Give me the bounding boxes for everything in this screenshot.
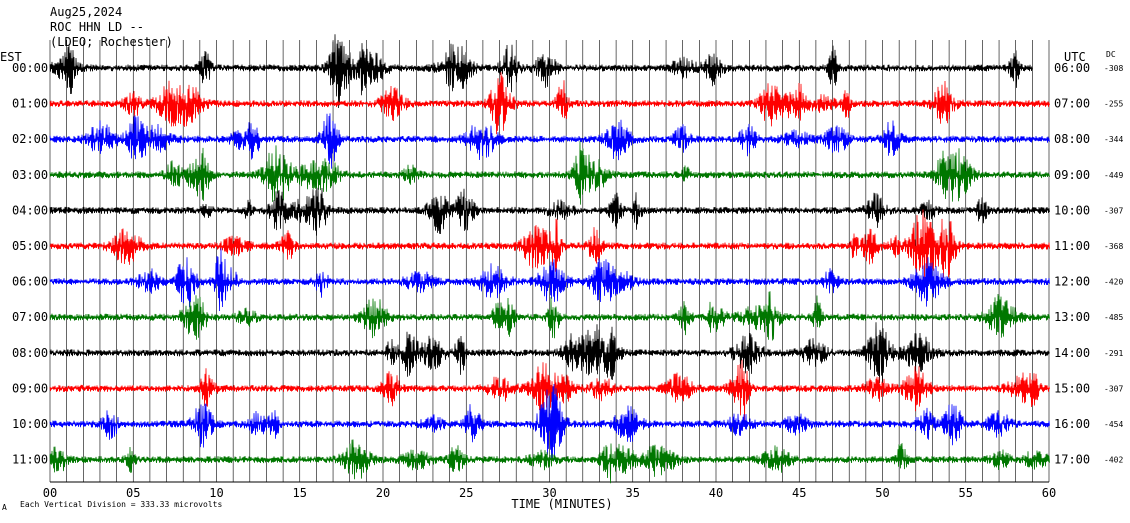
trace-line [49, 187, 1050, 236]
x-tick-label: 30 [542, 486, 556, 500]
utc-hour-label: 16:00 [1054, 417, 1090, 431]
trace-line [49, 439, 1050, 484]
row-labels: 00:00 06:00 -308 01:00 07:00 -255 02:00 08:00 -3… [12, 61, 1123, 467]
dc-offset-label: -420 [1104, 278, 1123, 287]
trace-line [49, 72, 1050, 135]
x-tick-label: 55 [959, 486, 973, 500]
est-hour-label: 02:00 [12, 132, 48, 146]
dc-offset-label: -368 [1104, 242, 1123, 251]
trace-line [49, 113, 1050, 169]
x-tick-label: 50 [875, 486, 889, 500]
dc-offset-label: -291 [1104, 349, 1123, 358]
dc-offset-label: -449 [1104, 171, 1123, 180]
est-hour-label: 03:00 [12, 168, 48, 182]
dc-offset-label: -308 [1104, 64, 1123, 73]
footer-mark: A [2, 503, 7, 512]
trace-line [49, 291, 1050, 341]
utc-hour-label: 11:00 [1054, 239, 1090, 253]
utc-hour-label: 12:00 [1054, 275, 1090, 289]
dc-label: DC [1106, 50, 1116, 59]
trace-line [49, 141, 1050, 205]
x-tick-label: 35 [626, 486, 640, 500]
est-hour-label: 01:00 [12, 97, 48, 111]
est-hour-label: 10:00 [12, 417, 48, 431]
trace-line [49, 359, 1050, 423]
header-network: (LDEO; Rochester) [50, 35, 173, 49]
x-tick-label: 25 [459, 486, 473, 500]
x-axis-label: TIME (MINUTES) [511, 497, 612, 511]
x-tick-label: 15 [293, 486, 307, 500]
footer-note: Each Vertical Division = 333.33 microvol… [20, 500, 222, 509]
trace-line [49, 34, 1033, 109]
dc-offset-label: -344 [1104, 135, 1123, 144]
dc-offset-label: -485 [1104, 313, 1123, 322]
utc-hour-label: 15:00 [1054, 381, 1090, 395]
est-hour-label: 04:00 [12, 203, 48, 217]
dc-offset-label: -255 [1104, 100, 1123, 109]
x-tick-label: 60 [1042, 486, 1056, 500]
header-date: Aug25,2024 [50, 5, 122, 19]
est-hour-label: 08:00 [12, 346, 48, 360]
trace-lines [49, 34, 1050, 484]
trace-line [49, 322, 1050, 384]
trace-line [49, 248, 1050, 312]
utc-hour-label: 10:00 [1054, 203, 1090, 217]
est-hour-label: 11:00 [12, 453, 48, 467]
est-hour-label: 09:00 [12, 381, 48, 395]
utc-hour-label: 07:00 [1054, 97, 1090, 111]
x-tick-label: 40 [709, 486, 723, 500]
x-tick-label: 00 [43, 486, 57, 500]
utc-hour-label: 13:00 [1054, 310, 1090, 324]
utc-hour-label: 09:00 [1054, 168, 1090, 182]
utc-hour-label: 06:00 [1054, 61, 1090, 75]
x-tick-label: 45 [792, 486, 806, 500]
x-tick-label: 20 [376, 486, 390, 500]
trace-line [49, 383, 1050, 461]
dc-offset-label: -402 [1104, 456, 1123, 465]
x-tick-label: 05 [126, 486, 140, 500]
x-tick-label: 10 [209, 486, 223, 500]
est-hour-label: 06:00 [12, 275, 48, 289]
right-axis-label: UTC [1064, 50, 1086, 64]
dc-offset-label: -307 [1104, 384, 1123, 393]
dc-offset-label: -307 [1104, 206, 1123, 215]
x-ticks: 00 05 10 15 20 25 30 35 40 45 50 55 60 [43, 486, 1056, 500]
left-axis-label: EST [0, 50, 22, 64]
grid-lines [49, 40, 1050, 483]
utc-hour-label: 08:00 [1054, 132, 1090, 146]
utc-hour-label: 14:00 [1054, 346, 1090, 360]
dc-offset-label: -454 [1104, 420, 1123, 429]
est-hour-label: 00:00 [12, 61, 48, 75]
utc-hour-label: 17:00 [1054, 453, 1090, 467]
header-station: ROC HHN LD -- [50, 20, 144, 34]
est-hour-label: 07:00 [12, 310, 48, 324]
trace-line [49, 209, 1050, 281]
est-hour-label: 05:00 [12, 239, 48, 253]
